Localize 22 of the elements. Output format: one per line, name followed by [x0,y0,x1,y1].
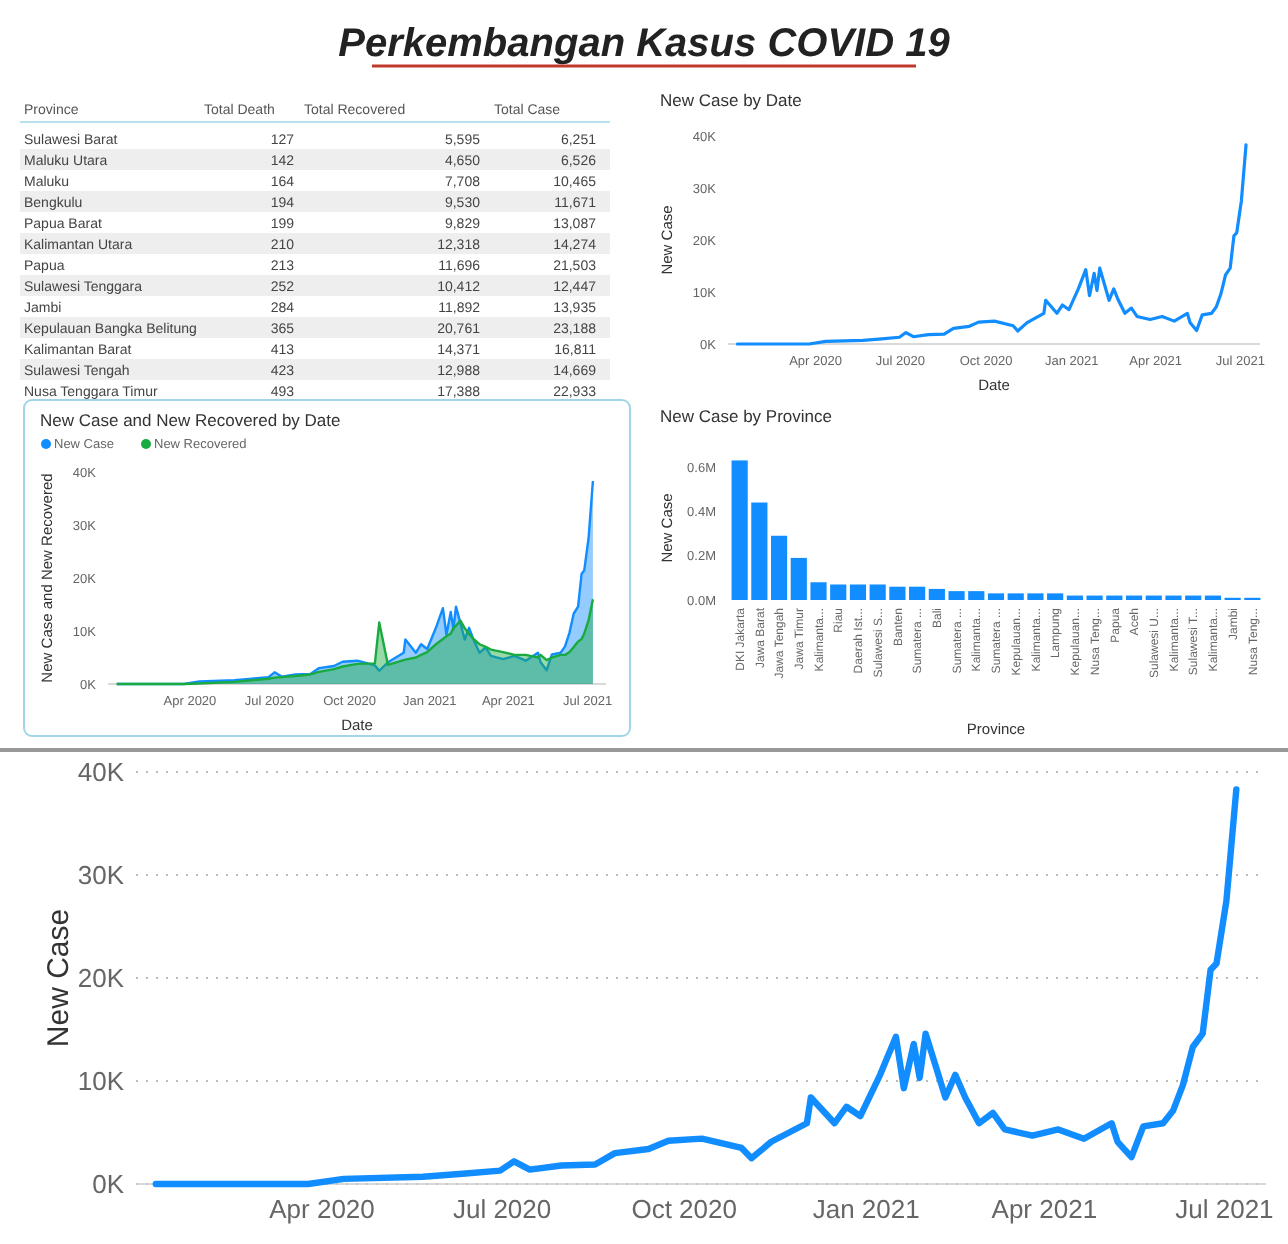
y-tick-label: 10K [77,1066,125,1097]
bar [770,535,788,600]
y-tick-label: 20K [77,963,125,994]
x-tick-label: Jan 2021 [812,1194,920,1224]
bar [987,593,1005,600]
chart-title: New Case by Date [660,90,803,110]
y-axis-title: New Case [42,908,76,1048]
bar [849,584,867,600]
chart-title: New Case by Province [660,406,833,426]
x-tick-label: Jul 2020 [452,1194,552,1224]
y-tick-label: 0K [92,1169,125,1200]
bar [909,586,926,600]
x-tick-label: Jul 2021 [1175,1194,1274,1224]
x-tick-label: Oct 2020 [631,1194,737,1224]
y-tick-label: 30K [77,860,125,891]
x-tick-label: Apr 2021 [991,1194,1098,1224]
x-tick-label: Apr 2020 [269,1194,375,1224]
y-tick-label: 40K [77,757,125,788]
line-series [152,786,1240,1188]
line-series [735,143,1248,346]
chart-title: New Case and New Recovered by Date [40,410,342,430]
text: Perkembangan Kasus COVID 19 [338,22,952,66]
